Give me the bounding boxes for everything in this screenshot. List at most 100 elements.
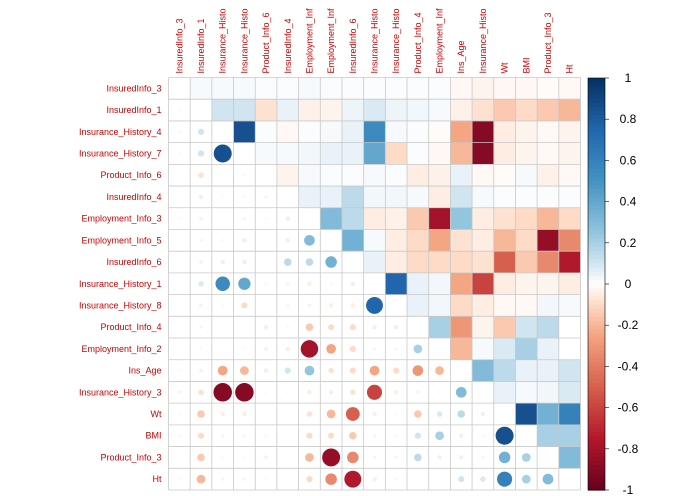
corr-circle-Product_Info_3-Wt (498, 451, 511, 464)
corr-square-Employment_Info_5-Employment_Info_2 (428, 229, 451, 252)
corr-circle-Product_Info_4-Insurance_History_7 (243, 326, 246, 329)
corr-circle-Wt-Product_Info_4 (414, 410, 422, 418)
colorbar-segment (588, 378, 605, 384)
corr-square-Insurance_History_4-InsuredInfo_4 (276, 120, 299, 143)
corr-circle-BMI-Employment_Info_3 (306, 432, 313, 439)
corr-square-Employment_Info_3-BMI (515, 207, 538, 230)
corr-circle-Ht-InsuredInfo_6 (344, 470, 362, 488)
corr-square-InsuredInfo_1-Product_Info_6 (255, 99, 277, 121)
corr-circle-Employment_Info_2-Insurance_History_8 (394, 347, 398, 351)
corr-square-InsuredInfo_3-InsuredInfo_4 (276, 77, 299, 100)
corr-circle-Ht-Employment_Info_3 (306, 476, 313, 483)
colorbar-segment (588, 222, 605, 227)
colorbar-segment (588, 78, 605, 83)
corr-circle-Insurance_History_8-InsuredInfo_6 (350, 303, 355, 308)
corr-circle-Product_Info_3-InsuredInfo_3 (178, 456, 181, 459)
colorbar-segment (588, 213, 605, 219)
corr-circle-Insurance_History_1-InsuredInfo_1 (198, 280, 204, 287)
corr-square-Insurance_History_4-Product_Info_3 (537, 120, 559, 143)
colorbar-segment (588, 176, 605, 182)
row-label: InsuredInfo_4 (106, 192, 161, 202)
corr-circle-Product_Info_6-Insurance_History_7 (243, 173, 246, 177)
corr-square-Product_Info_4-Employment_Info_2 (428, 316, 451, 339)
corr-square-InsuredInfo_4-Ht (558, 186, 581, 208)
corr-square-Product_Info_6-Wt (493, 164, 516, 187)
corr-square-Employment_Info_3-Employment_Info_5 (320, 207, 342, 230)
colorbar-segment (588, 304, 605, 310)
colorbar-segment (588, 481, 605, 487)
corr-circle-Product_Info_4-Product_Info_6 (263, 324, 269, 330)
corr-square-Product_Info_6-Ins_Age (450, 164, 473, 187)
colorbar-segment (588, 296, 605, 302)
corr-square-InsuredInfo_3-Insurance_History_8 (385, 77, 408, 100)
corr-square-Insurance_History_4-Ins_Age (450, 120, 473, 143)
corr-circle-Insurance_History_1-InsuredInfo_4 (286, 282, 290, 286)
colorbar-segment (588, 82, 605, 87)
colorbar-segment (588, 181, 605, 186)
colorbar-segment (588, 362, 605, 367)
corr-circle-InsuredInfo_6-Product_Info_6 (265, 261, 268, 264)
colorbar-segment (588, 135, 605, 141)
corr-circle-Ht-Insurance_History_4 (221, 477, 225, 481)
corr-circle-Employment_Info_2-Product_Info_6 (264, 346, 269, 351)
row-label: Employment_Info_3 (81, 214, 161, 224)
colorbar-segment (588, 452, 605, 458)
colorbar-segment (588, 321, 605, 326)
corr-circle-Wt-InsuredInfo_6 (345, 407, 360, 421)
correlation-cells (177, 77, 581, 488)
corr-square-Employment_Info_3-Insurance_History_1 (363, 207, 386, 230)
corr-square-Ins_Age-Product_Info_3 (537, 359, 559, 382)
corr-circle-Wt-Employment_Info_3 (306, 411, 313, 417)
colorbar-segment (588, 374, 605, 380)
corr-circle-Insurance_History_3-Employment_Info_2 (438, 390, 441, 394)
corr-square-InsuredInfo_1-Insurance_History_7 (233, 99, 256, 121)
corr-circle-Ins_Age-InsuredInfo_4 (284, 367, 291, 374)
corr-square-InsuredInfo_4-Insurance_History_3 (472, 186, 494, 208)
corr-circle-Product_Info_4-Insurance_History_1 (372, 324, 377, 330)
corr-square-Insurance_History_7-Wt (493, 142, 516, 165)
corr-square-Insurance_History_4-Ht (558, 120, 581, 143)
corr-square-InsuredInfo_4-BMI (515, 186, 538, 208)
corr-circle-Ins_Age-Product_Info_4 (412, 365, 424, 376)
colorbar-segment (588, 444, 605, 450)
corr-circle-InsuredInfo_6-Employment_Info_3 (305, 258, 314, 266)
corr-square-InsuredInfo_1-Employment_Info_5 (320, 99, 342, 121)
corr-square-InsuredInfo_6-Wt (493, 251, 516, 273)
column-labels: InsuredInfo_3 InsuredInfo_1 Insurance_Hist… (174, 8, 574, 74)
corr-circle-Wt-Product_Info_6 (265, 413, 268, 415)
colorbar-segment (588, 110, 605, 116)
colorbar-segment (588, 193, 605, 199)
corr-square-Employment_Info_3-Insurance_History_8 (385, 207, 408, 230)
corr-circle-Employment_Info_5-InsuredInfo_3 (178, 239, 181, 242)
colorbar-tick-label: -0.8 (618, 442, 639, 456)
corr-square-Employment_Info_5-Insurance_History_8 (385, 229, 408, 252)
corr-circle-Insurance_History_3-Insurance_History_8 (394, 390, 399, 395)
corr-circle-Insurance_History_7-Insurance_History_4 (213, 144, 232, 163)
corr-circle-Insurance_History_3-Employment_Info_3 (307, 390, 312, 395)
colorbar-tick-label: 0.4 (620, 195, 637, 209)
colorbar-segment (588, 131, 605, 137)
corr-circle-Insurance_History_3-InsuredInfo_1 (198, 389, 204, 396)
corr-square-InsuredInfo_1-Product_Info_3 (537, 99, 559, 121)
corr-square-Insurance_History_1-Insurance_History_8 (385, 272, 408, 295)
colorbar-segment (588, 403, 605, 409)
corr-square-Employment_Info_3-Employment_Info_2 (428, 207, 451, 230)
corr-circle-InsuredInfo_4-Product_Info_6 (264, 195, 268, 199)
colorbar-segment (588, 354, 605, 359)
corr-square-Insurance_History_4-Insurance_History_7 (233, 120, 256, 143)
corr-square-Employment_Info_3-Product_Info_3 (537, 207, 559, 230)
corr-circle-BMI-Wt (495, 426, 514, 445)
corr-square-InsuredInfo_6-Insurance_History_1 (363, 251, 386, 273)
row-label: Insurance_History_4 (79, 127, 162, 137)
row-label: Wt (151, 409, 162, 419)
corr-circle-Ins_Age-Product_Info_6 (263, 368, 269, 373)
corr-square-InsuredInfo_3-Employment_Info_3 (298, 77, 321, 100)
colorbar-segment (588, 399, 605, 405)
corr-circle-InsuredInfo_4-Insurance_History_7 (243, 195, 246, 199)
corr-circle-InsuredInfo_4-InsuredInfo_1 (198, 194, 204, 200)
corr-square-Employment_Info_2-Product_Info_3 (537, 338, 559, 360)
colorbar-segment (588, 457, 605, 462)
corr-circle-Employment_Info_5-Employment_Info_3 (304, 234, 315, 246)
colorbar-segment (588, 209, 605, 215)
corr-circle-Product_Info_3-Employment_Info_2 (437, 455, 442, 460)
